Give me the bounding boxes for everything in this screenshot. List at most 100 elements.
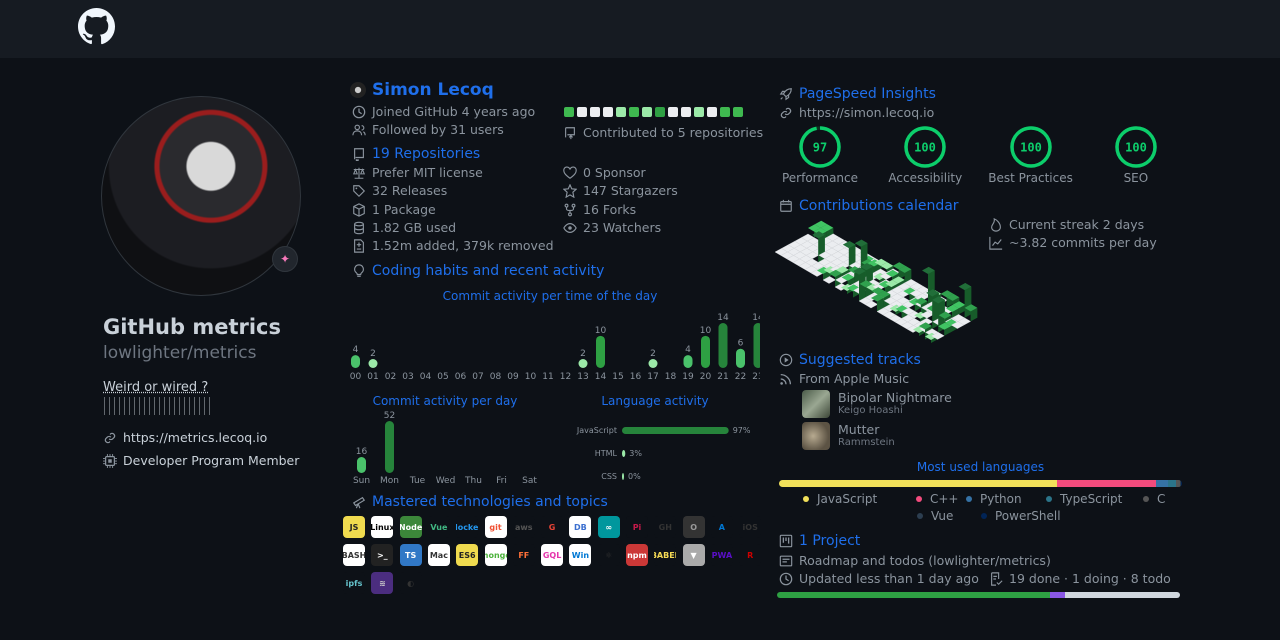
- topic-icon: O: [682, 516, 705, 538]
- calendar-day-side: [952, 308, 959, 318]
- calendar-day: [914, 297, 928, 305]
- sponsors: 0 Sponsor: [563, 165, 646, 180]
- language-legend-item: C: [1143, 492, 1165, 506]
- forks: 16 Forks: [563, 202, 636, 217]
- hour-bar-label: 14: [752, 313, 760, 323]
- language-dot: [917, 513, 923, 519]
- projects-title[interactable]: 1 Project: [799, 533, 861, 549]
- calendar-icon: [780, 199, 792, 212]
- telescope-icon: [352, 496, 366, 509]
- language-legend-item: Python: [966, 492, 1022, 506]
- score-value: 100: [1125, 141, 1147, 155]
- repo-push-icon: [565, 126, 575, 139]
- joined-text: Joined GitHub 4 years ago: [372, 104, 536, 119]
- calendar-day: [880, 262, 894, 270]
- calendar-day: [922, 266, 935, 274]
- hour-tick: 23: [752, 372, 760, 382]
- calendar-day: [860, 263, 873, 271]
- repo-name: lowlighter/metrics: [103, 343, 257, 363]
- topic-icon: TS: [399, 544, 422, 566]
- link-icon: [104, 432, 116, 443]
- profile-link-text[interactable]: https://metrics.lecoq.io: [123, 430, 268, 445]
- calendar-day: [958, 283, 972, 291]
- calendar-day: [841, 273, 855, 281]
- topic-icon: Pi: [626, 516, 648, 538]
- topic-icon: >_: [371, 544, 394, 566]
- tracks-source-text: From Apple Music: [799, 371, 910, 386]
- lang-tick: JavaScript: [576, 426, 617, 435]
- followers: Followed by 31 users: [352, 122, 504, 137]
- calendar-day: [898, 265, 912, 273]
- star-icon: [563, 183, 577, 198]
- calendar-title: Contributions calendar: [799, 198, 959, 214]
- streak-text: Current streak 2 days: [1009, 217, 1145, 232]
- calendar-day: [874, 258, 888, 266]
- language-segment: [1181, 480, 1182, 487]
- calendar-day-side: [970, 307, 978, 322]
- day-tick: Mon: [380, 476, 399, 486]
- tracks-source: From Apple Music: [779, 371, 909, 386]
- habits-title: Coding habits and recent activity: [372, 263, 605, 279]
- day-tick: Sat: [522, 476, 537, 486]
- note-icon: [779, 555, 793, 566]
- project-name-text[interactable]: Roadmap and todos (lowlighter/metrics): [799, 553, 1051, 568]
- user-avatar: [350, 82, 366, 98]
- calendar-day: [836, 266, 849, 274]
- membership-text: Developer Program Member: [123, 453, 300, 468]
- hour-tick: 16: [630, 372, 642, 382]
- joined: Joined GitHub 4 years ago: [352, 104, 535, 119]
- lang-bar: [622, 427, 729, 434]
- topic-icon: iOS: [739, 516, 762, 538]
- project-name: Roadmap and todos (lowlighter/metrics): [779, 553, 1051, 568]
- calendar-day-side: [859, 271, 866, 301]
- releases: 32 Releases: [352, 183, 447, 198]
- watchers-text: 23 Watchers: [583, 220, 662, 235]
- heart-icon: [563, 165, 577, 179]
- pagespeed-url[interactable]: https://simon.lecoq.io: [779, 105, 934, 120]
- track-title[interactable]: Mutter: [838, 422, 880, 437]
- calendar-day: [885, 280, 898, 288]
- hour-tick: 19: [682, 372, 694, 382]
- calendar-day: [946, 304, 959, 312]
- calendar-day: [932, 296, 945, 304]
- sparkle-icon: ✦: [272, 246, 298, 272]
- hour-bar: [578, 359, 588, 368]
- language-name: C++: [930, 492, 959, 506]
- calendar-day: [861, 259, 874, 267]
- topic-icon: G: [541, 516, 564, 538]
- track-title[interactable]: Bipolar Nightmare: [838, 390, 952, 405]
- language-segment: [1175, 480, 1180, 487]
- hour-tick: 00: [350, 372, 362, 382]
- calendar-day-side: [884, 284, 892, 294]
- language-dot: [1143, 496, 1149, 502]
- calendar-day: [808, 224, 821, 232]
- clock-icon: [779, 572, 793, 585]
- hour-tick: 21: [717, 372, 728, 382]
- repositories-title[interactable]: 19 Repositories: [372, 146, 481, 162]
- user-name[interactable]: Simon Lecoq: [372, 80, 494, 100]
- project-updated-text: Updated less than 1 day ago: [799, 571, 979, 586]
- github-octocat-icon[interactable]: [78, 8, 115, 45]
- rocket-icon: [779, 88, 792, 101]
- day-bar-label: 52: [384, 411, 395, 421]
- score-gauge: 100: [1115, 126, 1157, 168]
- hour-tick: 02: [385, 372, 396, 382]
- hour-tick: 22: [735, 372, 746, 382]
- score-gauge: 97: [799, 126, 841, 168]
- topic-icon: ⚛: [597, 544, 620, 566]
- day-bar: [385, 421, 394, 473]
- language-name: C: [1157, 492, 1166, 506]
- hour-bar-label: 4: [353, 345, 359, 355]
- profile-link[interactable]: https://metrics.lecoq.io: [103, 430, 267, 445]
- calendar-day-side: [964, 286, 972, 318]
- tracks-title: Suggested tracks: [799, 352, 921, 368]
- score-arc: [904, 126, 947, 168]
- topic-icon: JS: [343, 516, 365, 538]
- eye-icon: [563, 222, 577, 233]
- calendar-day: [853, 267, 866, 275]
- light-bulb-icon: [354, 264, 364, 277]
- bio-glitch: [104, 397, 214, 415]
- hour-bar-label: 10: [595, 326, 607, 336]
- pagespeed-url-text[interactable]: https://simon.lecoq.io: [799, 105, 935, 120]
- topic-icon: mongo: [484, 544, 507, 566]
